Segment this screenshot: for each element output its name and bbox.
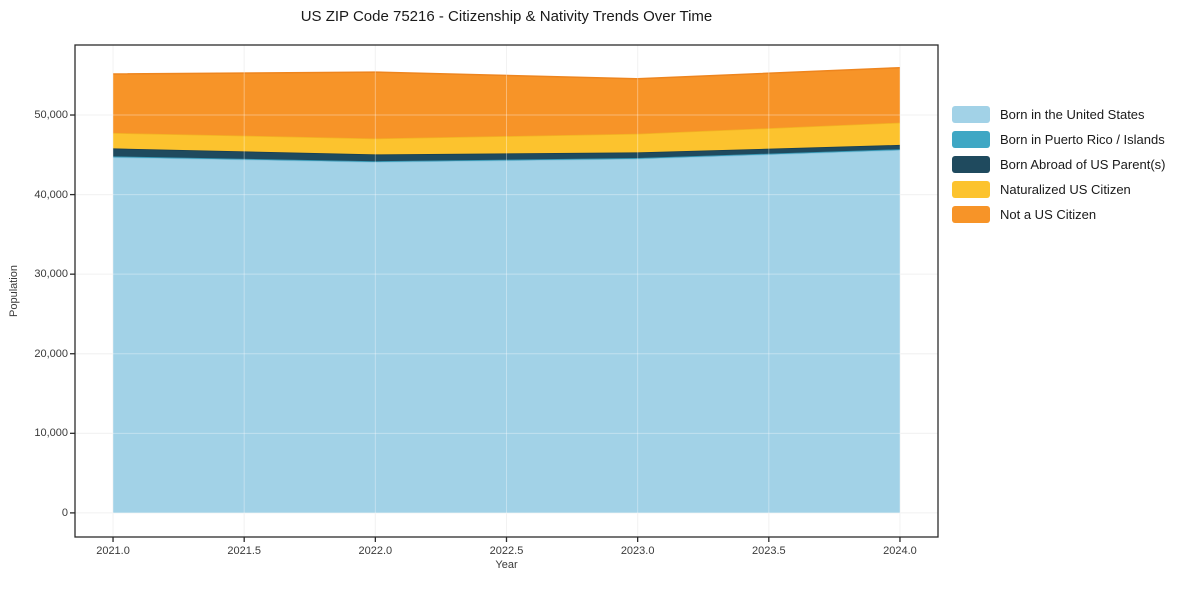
legend: Born in the United States Born in Puerto …: [952, 106, 1165, 231]
legend-label: Not a US Citizen: [1000, 207, 1097, 222]
x-tick-label: 2021.5: [227, 545, 262, 557]
area-top-line: [112, 66, 901, 80]
legend-item-not-a-us-citizen[interactable]: Not a US Citizen: [952, 206, 1165, 223]
area-born-abroad-of-us-parent-s-[interactable]: [113, 144, 900, 162]
y-tick-label: 50,000: [34, 109, 68, 122]
legend-swatch: [952, 206, 990, 223]
legend-label: Born in the United States: [1000, 107, 1145, 122]
x-tick-label: 2022.0: [358, 545, 393, 557]
x-tick-label: 2023.0: [620, 545, 655, 557]
area-born-in-the-united-states[interactable]: [113, 150, 900, 513]
legend-label: Born in Puerto Rico / Islands: [1000, 132, 1165, 147]
legend-item-born-in-the-united-states[interactable]: Born in the United States: [952, 106, 1165, 123]
legend-swatch: [952, 131, 990, 148]
area-naturalized-us-citizen[interactable]: [113, 122, 900, 155]
legend-label: Born Abroad of US Parent(s): [1000, 157, 1166, 172]
y-tick-label: 30,000: [34, 268, 68, 281]
x-tick-label: 2023.5: [751, 545, 786, 557]
y-tick-label: 20,000: [34, 347, 68, 360]
x-tick-label: 2022.5: [489, 545, 524, 557]
chart-title: US ZIP Code 75216 - Citizenship & Nativi…: [300, 8, 713, 25]
legend-swatch: [952, 181, 990, 198]
legend-swatch: [952, 156, 990, 173]
legend-item-born-in-puerto-rico-islands[interactable]: Born in Puerto Rico / Islands: [952, 131, 1165, 148]
x-tick-label: 2021.0: [96, 545, 130, 557]
area-not-a-us-citizen[interactable]: [113, 67, 900, 139]
legend-swatch: [952, 106, 990, 123]
y-tick-label: 10,000: [34, 427, 68, 440]
y-tick-label: 40,000: [34, 188, 68, 201]
y-axis-title: Population: [8, 265, 20, 317]
legend-label: Naturalized US Citizen: [1000, 182, 1131, 197]
legend-item-born-abroad-of-us-parent-s-[interactable]: Born Abroad of US Parent(s): [952, 156, 1165, 173]
y-tick-label: 0: [61, 506, 68, 519]
x-tick-label: 2024.0: [883, 545, 917, 557]
legend-item-naturalized-us-citizen[interactable]: Naturalized US Citizen: [952, 181, 1165, 198]
x-axis-title: Year: [495, 559, 518, 571]
